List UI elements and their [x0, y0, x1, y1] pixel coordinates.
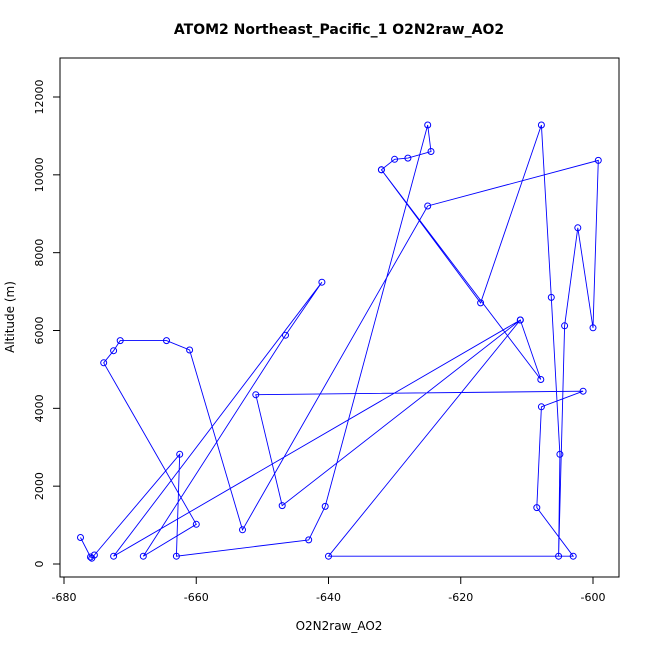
- y-axis: 0 2000 4000 6000 8000 10000 12000: [33, 80, 61, 568]
- data-point: [547, 293, 555, 301]
- data-point: [321, 502, 329, 510]
- y-tick-label: 4000: [33, 394, 46, 422]
- data-point: [424, 202, 432, 210]
- data-point: [176, 450, 184, 458]
- data-point: [424, 121, 432, 129]
- data-point: [172, 552, 180, 560]
- data-point: [110, 552, 118, 560]
- data-point: [555, 552, 563, 560]
- data-point: [537, 121, 545, 129]
- data-point: [186, 346, 194, 354]
- data-point: [77, 534, 84, 541]
- data-point: [391, 155, 399, 163]
- x-axis-label: O2N2raw_AO2: [296, 619, 383, 633]
- data-point: [537, 403, 545, 411]
- data-point: [556, 450, 564, 458]
- series-lines: [80, 124, 599, 559]
- data-point: [404, 154, 412, 162]
- y-tick-label: 10000: [33, 157, 46, 192]
- data-point: [87, 553, 94, 561]
- data-point: [537, 376, 545, 383]
- series-points: [77, 121, 602, 562]
- data-point: [427, 148, 435, 155]
- x-tick-label: -620: [448, 591, 473, 604]
- data-point: [533, 504, 541, 512]
- y-tick-label: 2000: [33, 472, 46, 500]
- data-point: [110, 347, 118, 355]
- y-tick-label: 12000: [33, 80, 46, 115]
- x-tick-label: -660: [184, 591, 209, 604]
- x-tick-label: -640: [316, 591, 341, 604]
- data-point: [90, 551, 98, 559]
- data-point: [594, 156, 602, 164]
- data-point: [100, 359, 108, 367]
- data-point: [569, 552, 577, 560]
- data-point: [561, 322, 569, 330]
- y-axis-label: Altitude (m): [3, 281, 17, 353]
- data-point: [139, 552, 147, 560]
- data-point: [477, 299, 485, 307]
- data-point: [574, 224, 582, 232]
- plot-frame: [59, 57, 620, 578]
- data-point: [516, 316, 524, 324]
- y-tick-label: 6000: [33, 317, 46, 345]
- data-point: [318, 278, 326, 286]
- y-tick-label: 0: [33, 561, 46, 568]
- data-point: [239, 526, 246, 534]
- data-point: [278, 502, 286, 510]
- data-point: [589, 324, 597, 332]
- data-point: [282, 331, 289, 339]
- data-point: [305, 536, 313, 544]
- data-point: [192, 520, 200, 528]
- data-point: [163, 337, 170, 345]
- data-point: [377, 166, 385, 174]
- data-point: [325, 552, 332, 560]
- chart-title: ATOM2 Northeast_Pacific_1 O2N2raw_AO2: [174, 22, 504, 38]
- data-point: [579, 387, 587, 395]
- series-line: [80, 124, 599, 559]
- y-tick-label: 8000: [33, 239, 46, 267]
- x-tick-label: -600: [581, 591, 606, 604]
- data-point: [252, 391, 260, 399]
- x-axis: -680 -660 -640 -620 -600: [52, 576, 606, 604]
- x-tick-label: -680: [52, 591, 77, 604]
- data-point: [116, 337, 124, 345]
